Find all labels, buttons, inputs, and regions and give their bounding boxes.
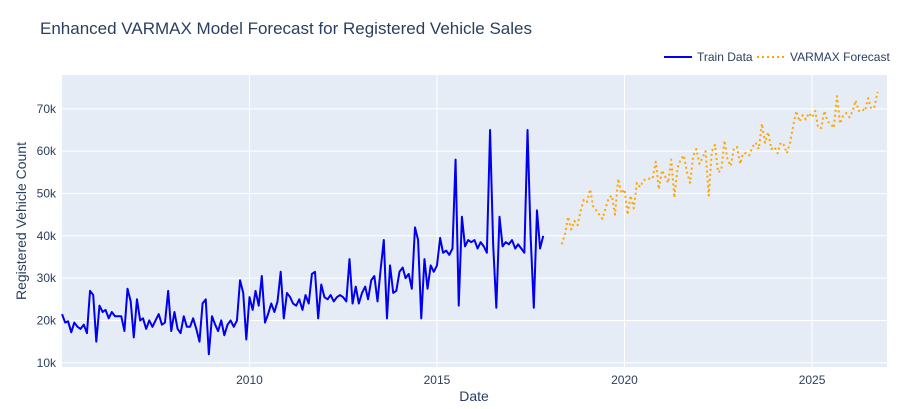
legend-item-forecast[interactable]: VARMAX Forecast [757,50,890,64]
x-tick-label: 2015 [424,373,451,387]
x-axis-title: Date [459,388,489,404]
y-tick-label: 20k [37,313,57,327]
chart-title: Enhanced VARMAX Model Forecast for Regis… [40,19,532,38]
grid [62,75,887,367]
y-tick-label: 40k [37,229,57,243]
x-tick-label: 2020 [611,373,638,387]
y-axis-title: Registered Vehicle Count [13,142,29,300]
series-line-train[interactable] [61,129,545,356]
y-tick-label: 10k [37,356,57,370]
y-tick-label: 70k [37,102,57,116]
y-axis: 10k 20k 30k 40k 50k 60k 70k [37,102,57,370]
series-line-forecast[interactable] [560,91,879,245]
x-tick-label: 2025 [799,373,826,387]
y-tick-label: 60k [37,144,57,158]
legend[interactable]: Train Data VARMAX Forecast [664,50,890,64]
y-tick-label: 30k [37,271,57,285]
legend-item-train[interactable]: Train Data [664,50,753,64]
plot-area[interactable] [62,75,887,367]
x-tick-label: 2010 [236,373,263,387]
legend-label-train: Train Data [697,50,753,64]
legend-label-forecast: VARMAX Forecast [790,50,890,64]
y-tick-label: 50k [37,186,57,200]
x-axis: 2010 2015 2020 2025 [236,373,826,387]
series-layer [61,91,879,356]
